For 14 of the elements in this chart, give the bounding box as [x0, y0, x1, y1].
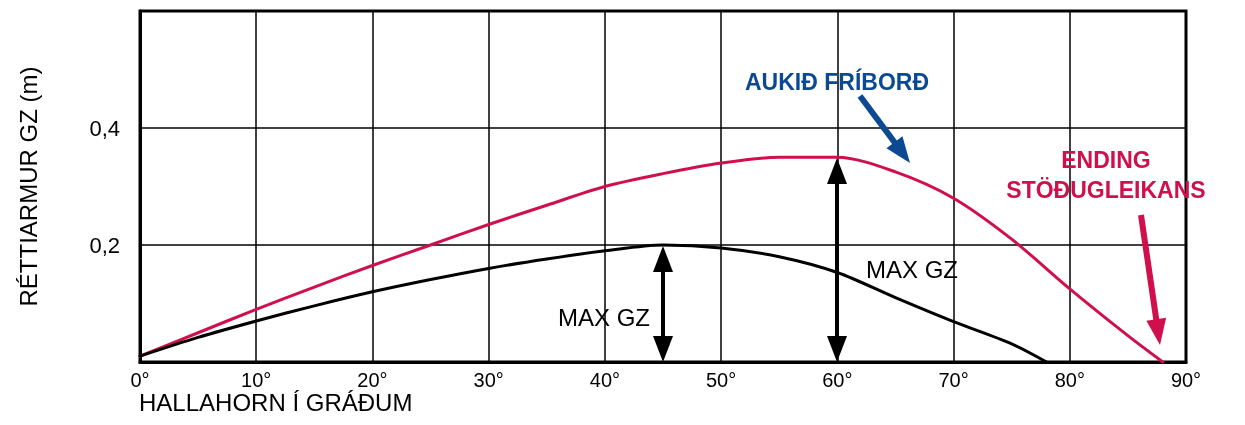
- x-tick-label: 80°: [1054, 369, 1085, 391]
- y-tick-label: 0,2: [89, 232, 120, 258]
- x-tick-label: 40°: [589, 369, 621, 391]
- x-tick-label: 0°: [130, 369, 150, 391]
- y-axis-title: RÉTTIARMUR GZ (m): [14, 66, 42, 307]
- x-tick-label: 70°: [938, 369, 969, 391]
- x-tick-label: 30°: [473, 369, 504, 391]
- x-axis-title: HALLAHORN Í GRÁÐUM: [139, 389, 413, 416]
- x-tick-label: 20°: [357, 369, 388, 391]
- x-tick-label: 10°: [241, 369, 272, 391]
- x-tick-label: 90°: [1170, 369, 1202, 391]
- x-tick-label: 50°: [705, 369, 737, 391]
- y-tick-label: 0,4: [89, 115, 120, 141]
- x-tick-label: 60°: [822, 369, 853, 391]
